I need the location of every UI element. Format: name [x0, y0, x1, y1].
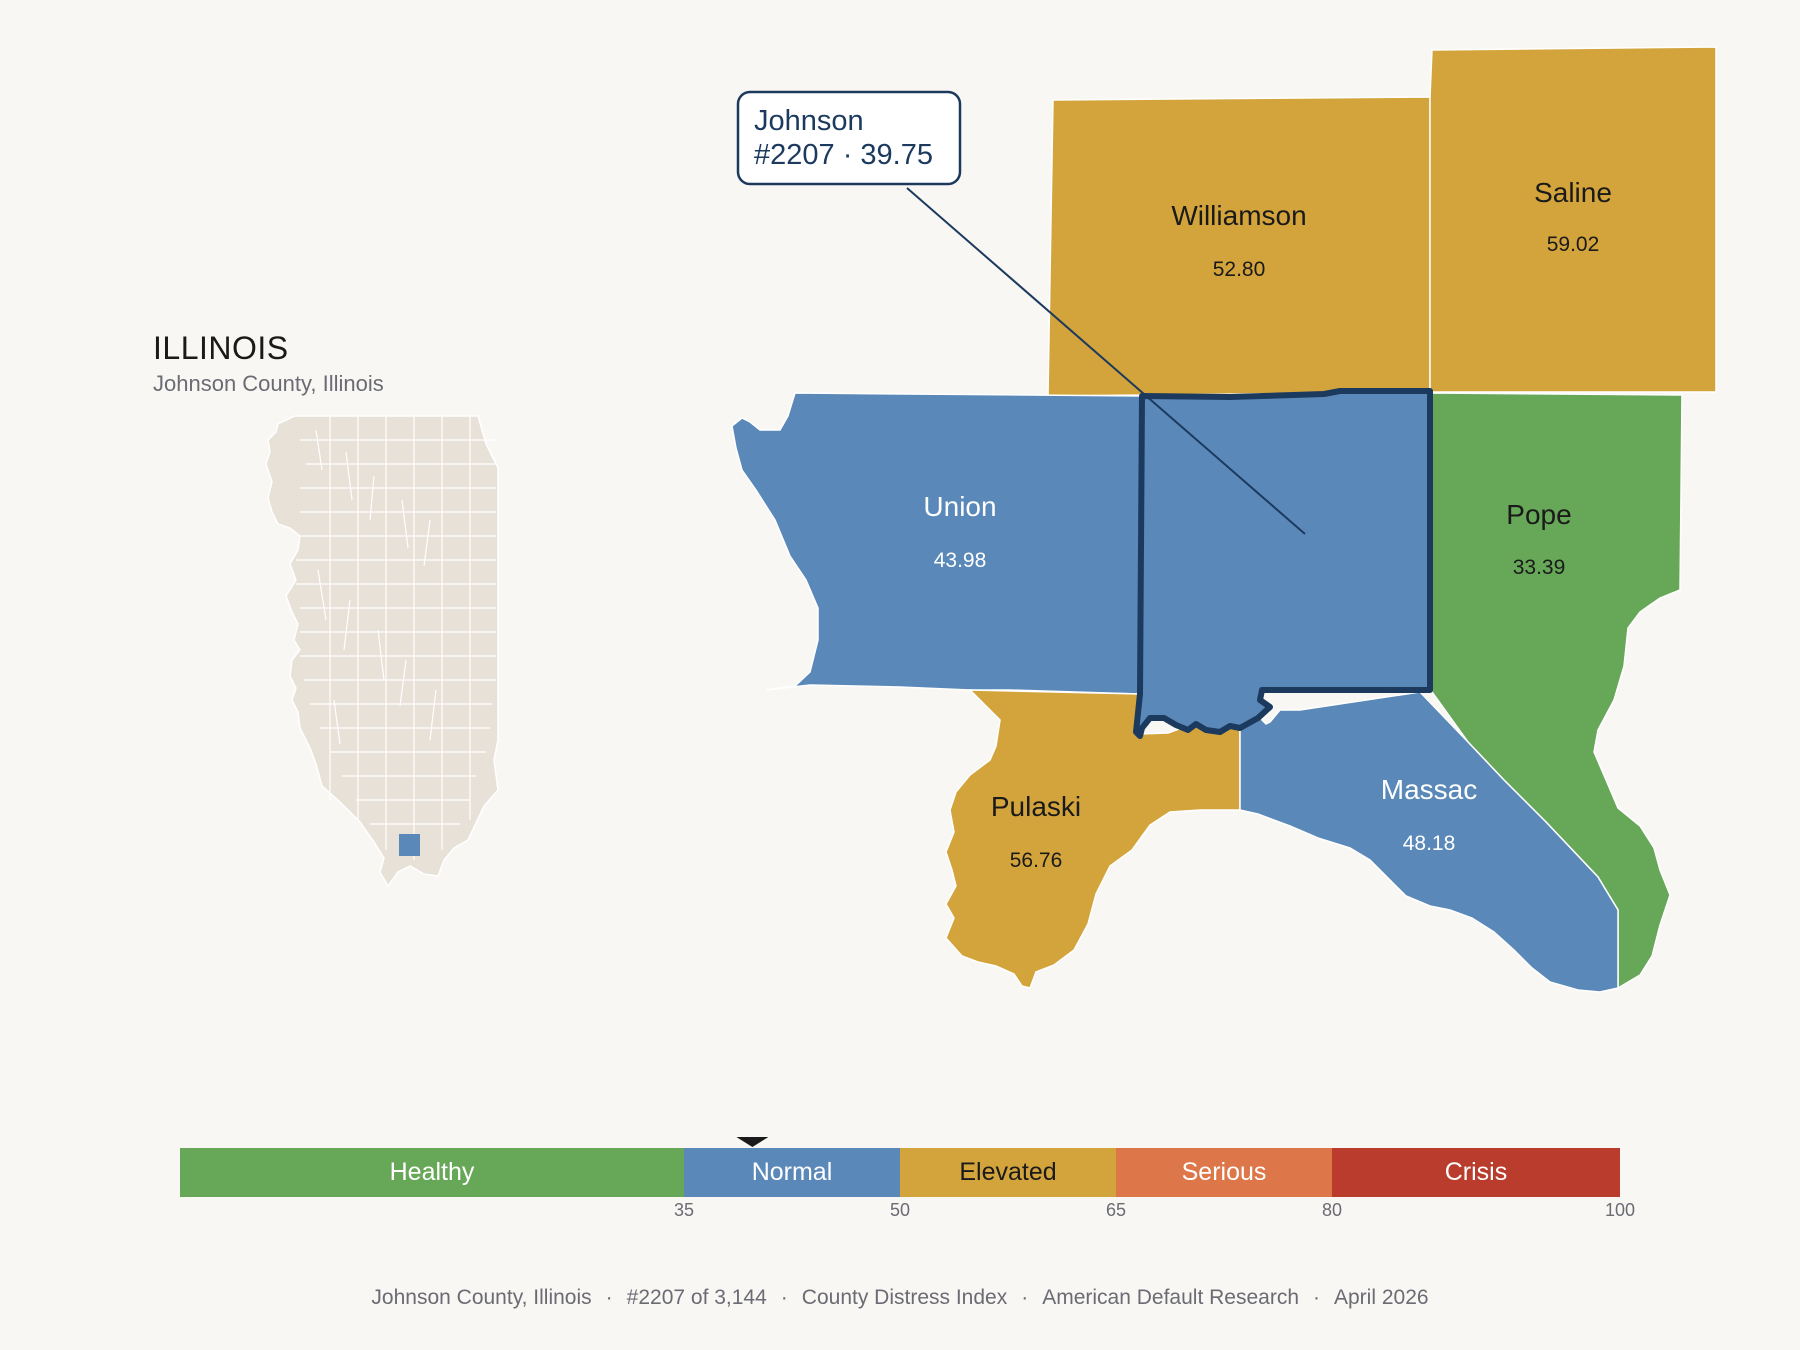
callout-leader-line: [906, 187, 1306, 535]
illinois-inset-map: [265, 415, 499, 888]
county-map: [731, 46, 1717, 993]
county-union[interactable]: [731, 392, 1143, 695]
callout-detail: #2207 · 39.75: [754, 139, 933, 171]
state-subtitle: Johnson County, Illinois: [153, 371, 384, 396]
callout-title: Johnson: [754, 105, 864, 137]
county-massac[interactable]: [1239, 685, 1619, 993]
footer-place: Johnson County, Illinois: [371, 1286, 592, 1309]
state-title: ILLINOIS: [153, 330, 289, 366]
footer-index: County Distress Index: [801, 1286, 1008, 1309]
inset-county-grid: [296, 416, 496, 860]
tick-35: 35: [674, 1200, 694, 1220]
massac-label: Massac: [1381, 774, 1477, 805]
pulaski-value: 56.76: [1010, 849, 1063, 872]
county-pulaski[interactable]: [945, 689, 1241, 989]
callout-box: [736, 90, 962, 186]
band-crisis-label: Crisis: [1445, 1158, 1508, 1186]
saline-value: 59.02: [1547, 233, 1600, 256]
saline-label: Saline: [1534, 177, 1612, 208]
band-normal: [684, 1148, 900, 1197]
band-elevated-label: Elevated: [959, 1158, 1056, 1186]
tick-100: 100: [1605, 1200, 1635, 1220]
county-johnson[interactable]: [1133, 388, 1433, 739]
band-normal-label: Normal: [752, 1158, 833, 1186]
pope-label: Pope: [1506, 499, 1571, 530]
county-labels: Williamson 52.80 Saline 59.02 Union 43.9…: [923, 177, 1612, 872]
tick-80: 80: [1322, 1200, 1342, 1220]
band-healthy: [180, 1148, 684, 1197]
footer-source: American Default Research: [1042, 1286, 1299, 1309]
band-healthy-label: Healthy: [390, 1158, 475, 1186]
band-serious: [1116, 1148, 1332, 1197]
pulaski-label: Pulaski: [991, 791, 1081, 822]
band-crisis: [1332, 1148, 1620, 1197]
county-williamson[interactable]: [1047, 96, 1431, 397]
footer-rank: #2207 of 3,144: [626, 1286, 767, 1309]
distress-scale: Healthy Normal Elevated Serious Crisis 3…: [180, 1137, 1635, 1220]
illinois-outline: [265, 415, 499, 888]
union-label: Union: [923, 491, 996, 522]
county-saline[interactable]: [1429, 46, 1717, 393]
band-elevated: [900, 1148, 1116, 1197]
band-serious-label: Serious: [1182, 1158, 1267, 1186]
scale-marker: [736, 1137, 769, 1147]
footer-date: April 2026: [1334, 1286, 1429, 1309]
williamson-label: Williamson: [1171, 200, 1306, 231]
massac-value: 48.18: [1403, 832, 1456, 855]
williamson-value: 52.80: [1213, 258, 1266, 281]
tick-65: 65: [1106, 1200, 1126, 1220]
tick-50: 50: [890, 1200, 910, 1220]
footer: Johnson County, Illinois · #2207 of 3,144 ·…: [371, 1286, 1429, 1309]
union-value: 43.98: [934, 549, 987, 572]
johnson-callout: Johnson #2207 · 39.75: [736, 90, 1306, 535]
pope-value: 33.39: [1513, 556, 1566, 579]
johnson-inset-marker: [399, 834, 420, 856]
